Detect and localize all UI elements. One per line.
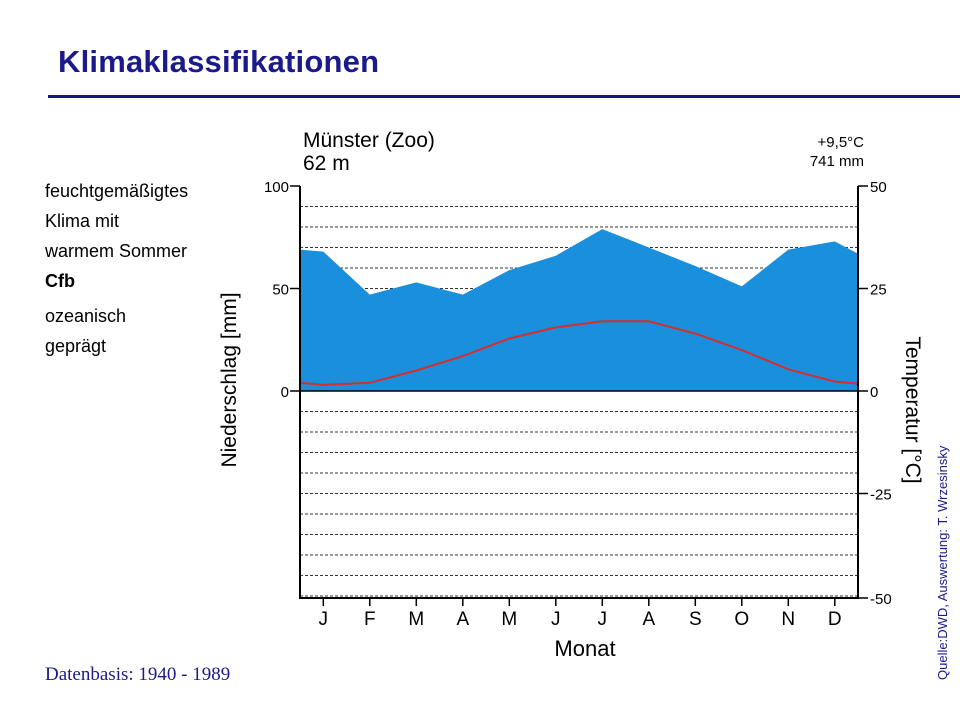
month-label: D (828, 609, 842, 630)
station-elevation: 62 m (303, 152, 350, 175)
y-axis-label-left: Niederschlag [mm] (218, 292, 241, 467)
month-label: M (501, 609, 517, 630)
left-tick-label: 50 (272, 282, 289, 299)
axes (299, 186, 859, 599)
station-name: Münster (Zoo) (303, 129, 435, 152)
temperature-line (299, 320, 859, 386)
month-label: J (551, 609, 561, 630)
precipitation-area (300, 229, 858, 391)
title-underline (48, 95, 960, 98)
right-tick-label: -25 (870, 487, 892, 504)
right-tick-label: 0 (870, 384, 878, 401)
month-label: J (598, 609, 608, 630)
right-tick-label: 50 (870, 179, 887, 196)
desc-line-2: Klima mit (45, 211, 120, 231)
left-tick-label: 100 (264, 179, 289, 196)
month-label: O (734, 609, 749, 630)
source-note: Quelle:DWD, Auswertung: T. Wrzesinsky (935, 445, 950, 680)
month-label: J (319, 609, 329, 630)
desc-line-1: feuchtgemäßigtes (45, 181, 189, 201)
month-label: A (456, 609, 469, 630)
mean-temperature: +9,5°C (818, 134, 865, 151)
month-label: S (689, 609, 702, 630)
climate-description: feuchtgemäßigtes Klima mit warmem Sommer… (45, 176, 188, 361)
desc-line-4: ozeanisch (45, 306, 127, 326)
month-label: N (781, 609, 795, 630)
data-basis-note: Datenbasis: 1940 - 1989 (45, 664, 231, 685)
month-label: F (364, 609, 376, 630)
annual-precipitation: 741 mm (810, 153, 864, 170)
climate-code: Cfb (45, 271, 75, 291)
desc-line-3: warmem Sommer (45, 241, 188, 261)
desc-line-5: geprägt (45, 336, 107, 356)
x-axis-label: Monat (554, 636, 615, 661)
right-tick-label: 25 (870, 282, 887, 299)
slide-title: Klimaklassifikationen (58, 44, 380, 79)
y-axis-label-right: Temperatur [°C] (901, 336, 924, 483)
month-label: M (408, 609, 424, 630)
tick-labels: 100 50 0 50 25 0 -25 -50 J F M A M J J A S O N D (264, 179, 892, 630)
left-tick-label: 0 (281, 384, 289, 401)
right-tick-label: -50 (870, 591, 892, 608)
month-label: A (642, 609, 655, 630)
